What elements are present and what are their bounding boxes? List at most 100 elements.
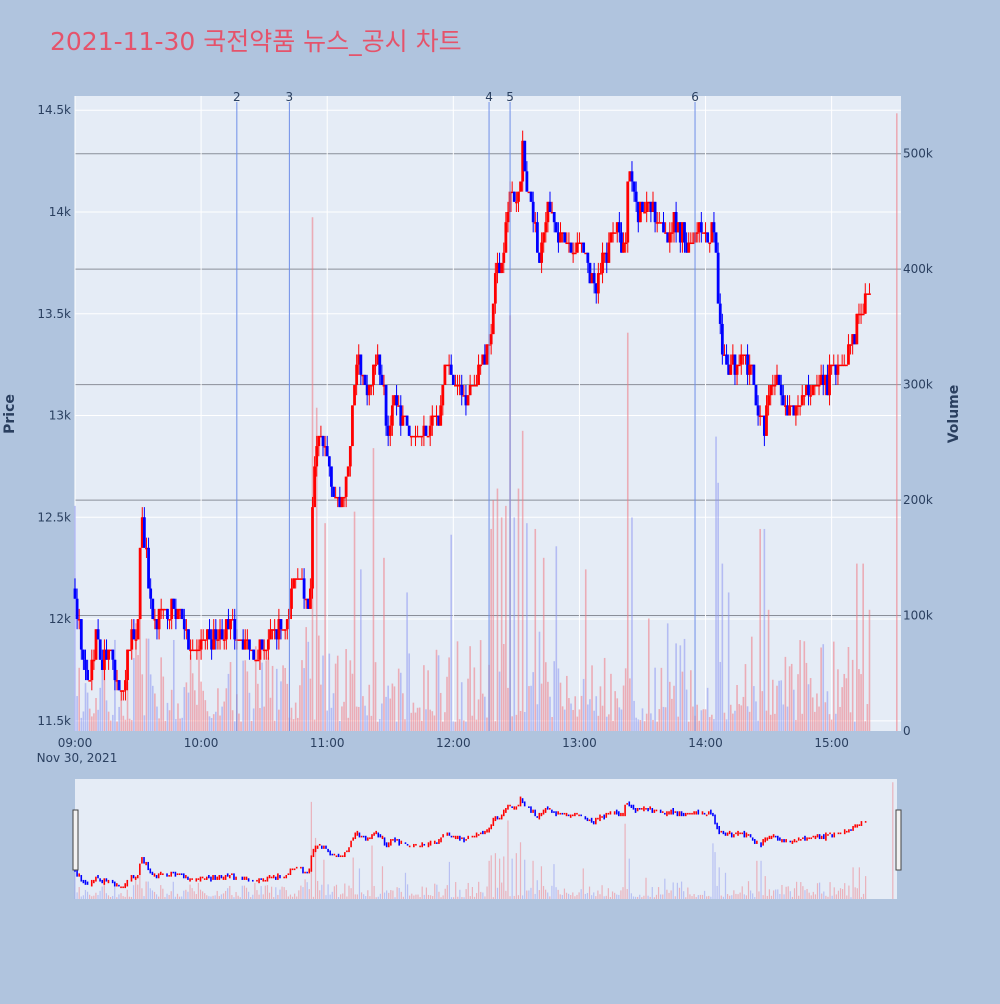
slider-volume-bar [172, 881, 174, 899]
volume-bar [97, 709, 99, 731]
candle-body [359, 354, 363, 375]
volume-tick-label: 300k [903, 378, 933, 392]
slider-volume-bar [440, 897, 442, 899]
slider-volume-bar [796, 881, 798, 899]
candle-body [512, 191, 516, 202]
volume-bar [80, 717, 83, 731]
slider-volume-bar [810, 895, 812, 899]
candle-body [760, 415, 764, 418]
volume-bar [736, 684, 738, 731]
candle-body [809, 395, 813, 397]
candle-body [248, 639, 251, 650]
volume-bar [486, 717, 488, 731]
volume-bar [349, 660, 352, 731]
slider-volume-bar [197, 882, 200, 899]
slider-volume-bar [91, 896, 93, 899]
volume-bar [776, 685, 778, 731]
volume-bar [395, 721, 398, 731]
slider-volume-bar [264, 885, 266, 899]
slider-volume-bar [772, 890, 775, 899]
candle-body [844, 364, 848, 367]
candle-body [714, 232, 718, 253]
volume-bar [318, 635, 320, 731]
slider-volume-bar [829, 882, 831, 899]
slider-volume-bar [277, 894, 279, 899]
slider-volume-bar [390, 890, 392, 899]
slider-volume-bar [498, 858, 501, 899]
volume-bar [286, 683, 289, 731]
range-slider[interactable] [75, 779, 897, 899]
candle-body [140, 517, 144, 548]
slider-volume-bar [768, 889, 771, 899]
candle-body [651, 201, 655, 213]
candle-body [821, 374, 825, 386]
slider-volume-bar [151, 890, 153, 899]
candle-body [271, 629, 274, 631]
candle-body [578, 242, 581, 245]
volume-bar [355, 706, 358, 731]
time-tick-label: 14:00 [688, 736, 723, 750]
volume-bar [496, 488, 499, 731]
volume-bar [641, 708, 644, 731]
volume-bar [467, 678, 469, 731]
volume-bar [538, 631, 541, 731]
volume-bar [164, 720, 167, 731]
candle-body [159, 608, 163, 611]
candle-body [784, 405, 787, 407]
slider-volume-bar [354, 894, 356, 899]
slider-volume-bar [243, 885, 246, 899]
slider-volume-bar [553, 864, 555, 899]
slider-volume-bar [452, 897, 455, 899]
slider-volume-bar [760, 860, 762, 899]
volume-bar [660, 667, 663, 731]
slider-volume-bar [781, 884, 783, 899]
slider-volume-bar [680, 881, 683, 899]
volume-bar [740, 705, 743, 731]
range-slider-right-handle[interactable] [895, 809, 902, 871]
candle-body [369, 385, 373, 387]
slider-volume-bar [258, 894, 260, 899]
candle-body [308, 588, 312, 609]
volume-bar [267, 657, 270, 731]
slider-volume-bar [486, 886, 488, 899]
slider-volume-bar [733, 890, 735, 899]
candle-body [826, 374, 829, 396]
slider-volume-bar [103, 884, 105, 899]
candle-body [437, 415, 441, 426]
slider-volume-bar [741, 886, 743, 899]
slider-volume-bar [812, 891, 814, 899]
slider-volume-bar [325, 895, 327, 899]
candle-body [544, 222, 548, 233]
news-marker-label: 6 [691, 90, 699, 104]
volume-bar [711, 714, 713, 731]
range-slider-left-handle[interactable] [72, 809, 79, 871]
candle-body [395, 395, 398, 406]
candle-body [527, 191, 531, 194]
candle-body [590, 273, 594, 284]
volume-bar [578, 709, 581, 731]
volume-bar [425, 709, 427, 731]
slider-volume-bar [699, 894, 701, 899]
candle-body [664, 232, 668, 234]
slider-volume-bar [770, 895, 773, 899]
volume-bar [412, 702, 415, 731]
candle-body [569, 242, 573, 253]
candle-body [184, 629, 188, 631]
candle-body [678, 222, 682, 243]
candle-body [193, 649, 197, 652]
volume-bar [847, 647, 850, 731]
slider-volume-bar [622, 887, 624, 899]
slider-volume-bar [821, 893, 823, 899]
slider-volume-bar [649, 896, 651, 899]
slider-volume-bar [475, 893, 478, 899]
candle-body [233, 619, 237, 640]
volume-bar [664, 707, 667, 731]
volume-bar [679, 645, 682, 731]
candle-body [828, 364, 831, 396]
volume-bar [864, 721, 867, 731]
volume-bar [790, 663, 793, 731]
candle-body [630, 171, 634, 182]
news-marker-label: 2 [233, 90, 241, 104]
slider-volume-bar [827, 896, 829, 899]
volume-bar [473, 667, 476, 731]
